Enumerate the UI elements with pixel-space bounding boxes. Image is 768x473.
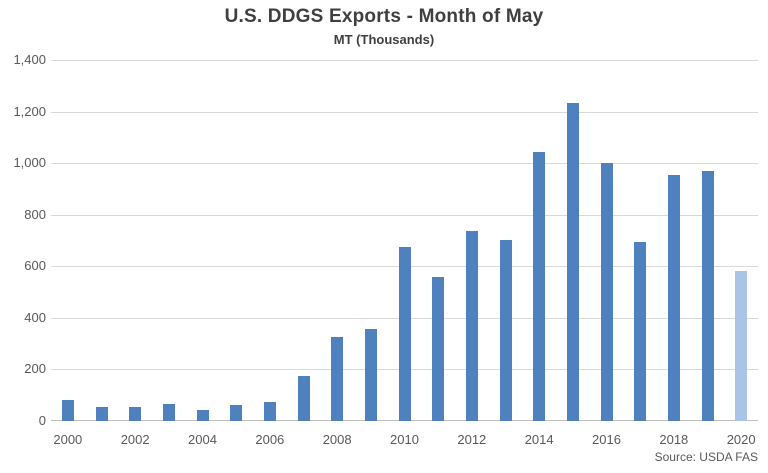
bar-2011 bbox=[432, 276, 445, 421]
gridline-1,200 bbox=[51, 111, 758, 113]
y-axis-label-800: 800 bbox=[24, 206, 46, 222]
gridline-1,000 bbox=[51, 163, 758, 165]
x-axis-label-2014: 2014 bbox=[524, 432, 554, 447]
chart-title: U.S. DDGS Exports - Month of May bbox=[224, 6, 544, 27]
bar-2005 bbox=[230, 405, 243, 421]
bar-2017 bbox=[634, 241, 647, 421]
x-axis-label-2020: 2020 bbox=[726, 432, 756, 447]
y-axis-label-1,000: 1,000 bbox=[13, 155, 46, 171]
source-note: Source: USDA FAS bbox=[654, 450, 758, 464]
x-axis-label-2000: 2000 bbox=[53, 432, 83, 447]
bar-2019 bbox=[701, 170, 714, 421]
chart-subtitle: MT (Thousands) bbox=[333, 32, 435, 47]
bar-2020 bbox=[735, 271, 748, 421]
gridline-1,400 bbox=[51, 60, 758, 61]
y-axis-label-1,200: 1,200 bbox=[13, 103, 46, 119]
gridline-800 bbox=[51, 214, 758, 216]
bar-2013 bbox=[499, 239, 512, 421]
bar-2003 bbox=[162, 403, 175, 421]
x-axis-label-2018: 2018 bbox=[659, 432, 689, 447]
bar-2007 bbox=[297, 375, 310, 421]
bar-2012 bbox=[465, 231, 478, 421]
bar-2010 bbox=[398, 247, 411, 421]
bar-2014 bbox=[533, 152, 546, 421]
x-axis-label-2008: 2008 bbox=[322, 432, 352, 447]
bar-2006 bbox=[263, 402, 276, 421]
y-axis-label-200: 200 bbox=[24, 361, 46, 377]
bar-2004 bbox=[196, 410, 209, 421]
bar-2001 bbox=[95, 406, 108, 421]
y-axis-label-600: 600 bbox=[24, 258, 46, 274]
y-axis-label-1,400: 1,400 bbox=[13, 52, 46, 67]
y-axis-label-0: 0 bbox=[38, 413, 46, 428]
x-axis-label-2012: 2012 bbox=[457, 432, 487, 447]
x-axis-label-2002: 2002 bbox=[120, 432, 150, 447]
bar-2002 bbox=[129, 406, 142, 421]
x-axis-label-2016: 2016 bbox=[592, 432, 621, 447]
x-axis-label-2004: 2004 bbox=[188, 432, 217, 447]
bar-2016 bbox=[600, 163, 613, 421]
x-axis-label-2006: 2006 bbox=[255, 432, 285, 447]
x-axis-label-2010: 2010 bbox=[390, 432, 419, 447]
bar-2009 bbox=[364, 328, 377, 421]
plot-area bbox=[51, 60, 758, 421]
bar-2008 bbox=[331, 337, 344, 421]
y-axis-label-400: 400 bbox=[24, 309, 46, 325]
bar-2000 bbox=[61, 400, 74, 421]
bar-2015 bbox=[566, 103, 579, 421]
bar-2018 bbox=[667, 174, 680, 421]
